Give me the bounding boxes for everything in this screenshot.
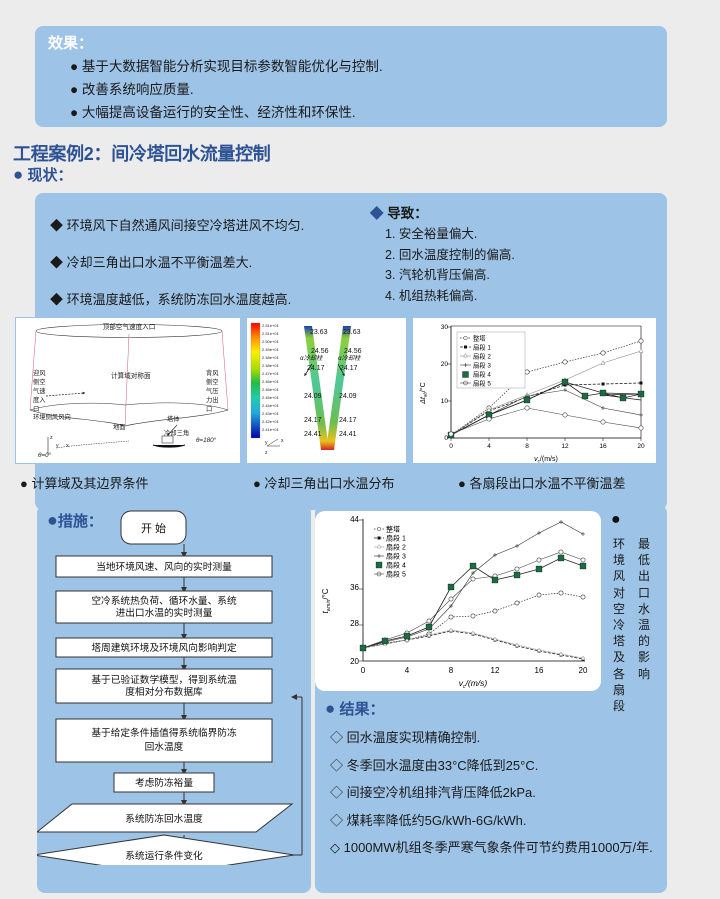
- svg-text:y: y: [265, 440, 268, 446]
- svg-text:0: 0: [444, 435, 448, 442]
- svg-text:vc/(m/s): vc/(m/s): [459, 678, 488, 690]
- svg-text:2.47e+01: 2.47e+01: [262, 371, 280, 376]
- svg-text:扇段 5: 扇段 5: [473, 379, 491, 388]
- svg-text:8: 8: [525, 443, 529, 450]
- svg-text:20: 20: [637, 443, 645, 450]
- svg-text:背风: 背风: [206, 368, 219, 377]
- svg-text:20: 20: [579, 666, 588, 675]
- svg-text:2.42e+01: 2.42e+01: [262, 419, 280, 424]
- svg-text:基于给定条件插值得系统临界防冻: 基于给定条件插值得系统临界防冻: [91, 726, 237, 739]
- svg-text:24.09: 24.09: [304, 393, 322, 400]
- svg-text:塔体: 塔体: [167, 414, 180, 423]
- svg-text:0: 0: [361, 666, 366, 675]
- svg-text:30: 30: [441, 324, 449, 331]
- svg-text:气压: 气压: [206, 386, 219, 395]
- svg-text:系统防冻回水温度: 系统防冻回水温度: [125, 812, 203, 825]
- svg-text:vc/(m/s): vc/(m/s): [534, 456, 558, 464]
- svg-text:24.56: 24.56: [344, 348, 362, 355]
- svg-text:2.46e+01: 2.46e+01: [262, 379, 280, 384]
- svg-text:2.44e+01: 2.44e+01: [262, 403, 280, 408]
- svg-text:20: 20: [441, 361, 449, 368]
- svg-text:2.48e+01: 2.48e+01: [262, 355, 280, 360]
- svg-text:2.51e+01: 2.51e+01: [262, 331, 280, 336]
- svg-text:8: 8: [449, 666, 454, 675]
- svg-text:2.50e+01: 2.50e+01: [262, 339, 280, 344]
- svg-text:23.63: 23.63: [310, 329, 328, 336]
- svg-text:回水温度: 回水温度: [145, 740, 184, 753]
- svg-text:12: 12: [491, 666, 500, 675]
- svg-text:扇段 3: 扇段 3: [473, 361, 491, 370]
- svg-text:x: x: [281, 438, 284, 444]
- svg-text:基于已验证数学模型，得到系统温: 基于已验证数学模型，得到系统温: [91, 673, 237, 686]
- svg-text:α冷却柱: α冷却柱: [300, 354, 323, 362]
- svg-text:16: 16: [535, 666, 544, 675]
- svg-text:4: 4: [487, 443, 491, 450]
- svg-text:2.49e+01: 2.49e+01: [262, 347, 280, 352]
- svg-text:考虑防冻裕量: 考虑防冻裕量: [135, 776, 193, 789]
- svg-text:塔周建筑环境及环境风向影响判定: 塔周建筑环境及环境风向影响判定: [91, 641, 237, 654]
- svg-text:44: 44: [350, 515, 359, 524]
- svg-text:x: x: [66, 443, 69, 449]
- svg-text:24.17: 24.17: [307, 365, 325, 372]
- svg-text:当地环境风速、风向的实时测量: 当地环境风速、风向的实时测量: [96, 560, 232, 573]
- svg-text:2.51e+01: 2.51e+01: [262, 323, 280, 328]
- svg-text:23.63: 23.63: [343, 329, 361, 336]
- svg-text:4: 4: [405, 666, 410, 675]
- svg-text:20: 20: [350, 657, 359, 666]
- svg-text:扇段 4: 扇段 4: [386, 561, 406, 570]
- svg-text:整塔: 整塔: [473, 334, 486, 343]
- svg-text:度入: 度入: [33, 395, 46, 404]
- svg-text:2.41e+01: 2.41e+01: [262, 427, 280, 432]
- svg-text:扇段 4: 扇段 4: [473, 370, 491, 379]
- svg-text:36: 36: [350, 583, 359, 592]
- svg-text:扇段 1: 扇段 1: [473, 343, 491, 352]
- svg-text:2.48e+01: 2.48e+01: [262, 363, 280, 368]
- svg-text:24.17: 24.17: [339, 417, 357, 424]
- svg-text:扇段 2: 扇段 2: [386, 543, 406, 552]
- svg-text:2.45e+01: 2.45e+01: [262, 395, 280, 400]
- svg-text:进出口水温的实时测量: 进出口水温的实时测量: [116, 606, 213, 619]
- svg-text:口: 口: [33, 405, 39, 413]
- svg-text:z: z: [50, 435, 53, 441]
- svg-text:冷却三角: 冷却三角: [164, 428, 189, 437]
- svg-text:28: 28: [350, 619, 359, 628]
- svg-text:z: z: [265, 450, 268, 456]
- svg-text:开 始: 开 始: [141, 521, 166, 535]
- svg-text:10: 10: [441, 398, 449, 405]
- svg-text:侧空: 侧空: [33, 377, 46, 386]
- svg-text:12: 12: [561, 443, 569, 450]
- svg-text:2.46e+01: 2.46e+01: [262, 387, 280, 392]
- svg-text:气速: 气速: [33, 386, 46, 395]
- svg-text:空冷系统热负荷、循环水量、系统: 空冷系统热负荷、循环水量、系统: [91, 594, 237, 607]
- svg-text:系统运行条件变化: 系统运行条件变化: [125, 849, 203, 862]
- svg-text:twmin/°C: twmin/°C: [321, 588, 332, 613]
- svg-text:地面: 地面: [113, 422, 126, 431]
- svg-text:扇段 1: 扇段 1: [386, 534, 406, 543]
- svg-text:θ=0°: θ=0°: [38, 451, 52, 459]
- svg-text:24.17: 24.17: [340, 365, 358, 372]
- svg-text:迎风: 迎风: [33, 368, 46, 377]
- svg-text:侧空: 侧空: [206, 377, 219, 386]
- svg-text:整塔: 整塔: [386, 525, 400, 534]
- svg-text:24.41: 24.41: [339, 431, 357, 438]
- svg-text:24.09: 24.09: [339, 393, 357, 400]
- svg-text:16: 16: [599, 443, 607, 450]
- svg-text:度相对分布数据库: 度相对分布数据库: [125, 685, 203, 698]
- svg-text:口: 口: [206, 405, 212, 413]
- svg-text:力出: 力出: [206, 395, 219, 404]
- svg-text:顶部空气速度入口: 顶部空气速度入口: [103, 322, 156, 331]
- svg-text:扇段 2: 扇段 2: [473, 352, 491, 361]
- svg-text:Δtab/°C: Δtab/°C: [419, 382, 428, 404]
- svg-text:2.43e+01: 2.43e+01: [262, 411, 280, 416]
- svg-text:扇段 5: 扇段 5: [386, 570, 406, 579]
- svg-text:扇段 3: 扇段 3: [386, 552, 406, 561]
- svg-text:24.17: 24.17: [304, 417, 322, 424]
- svg-text:环境侧风风向: 环境侧风风向: [33, 412, 71, 421]
- svg-text:24.56: 24.56: [311, 348, 329, 355]
- svg-text:24.41: 24.41: [304, 431, 322, 438]
- svg-text:0: 0: [449, 443, 453, 450]
- svg-text:α冷却柱: α冷却柱: [338, 354, 361, 362]
- svg-text:计算域对称面: 计算域对称面: [111, 371, 151, 380]
- svg-text:θ=180°: θ=180°: [196, 436, 217, 444]
